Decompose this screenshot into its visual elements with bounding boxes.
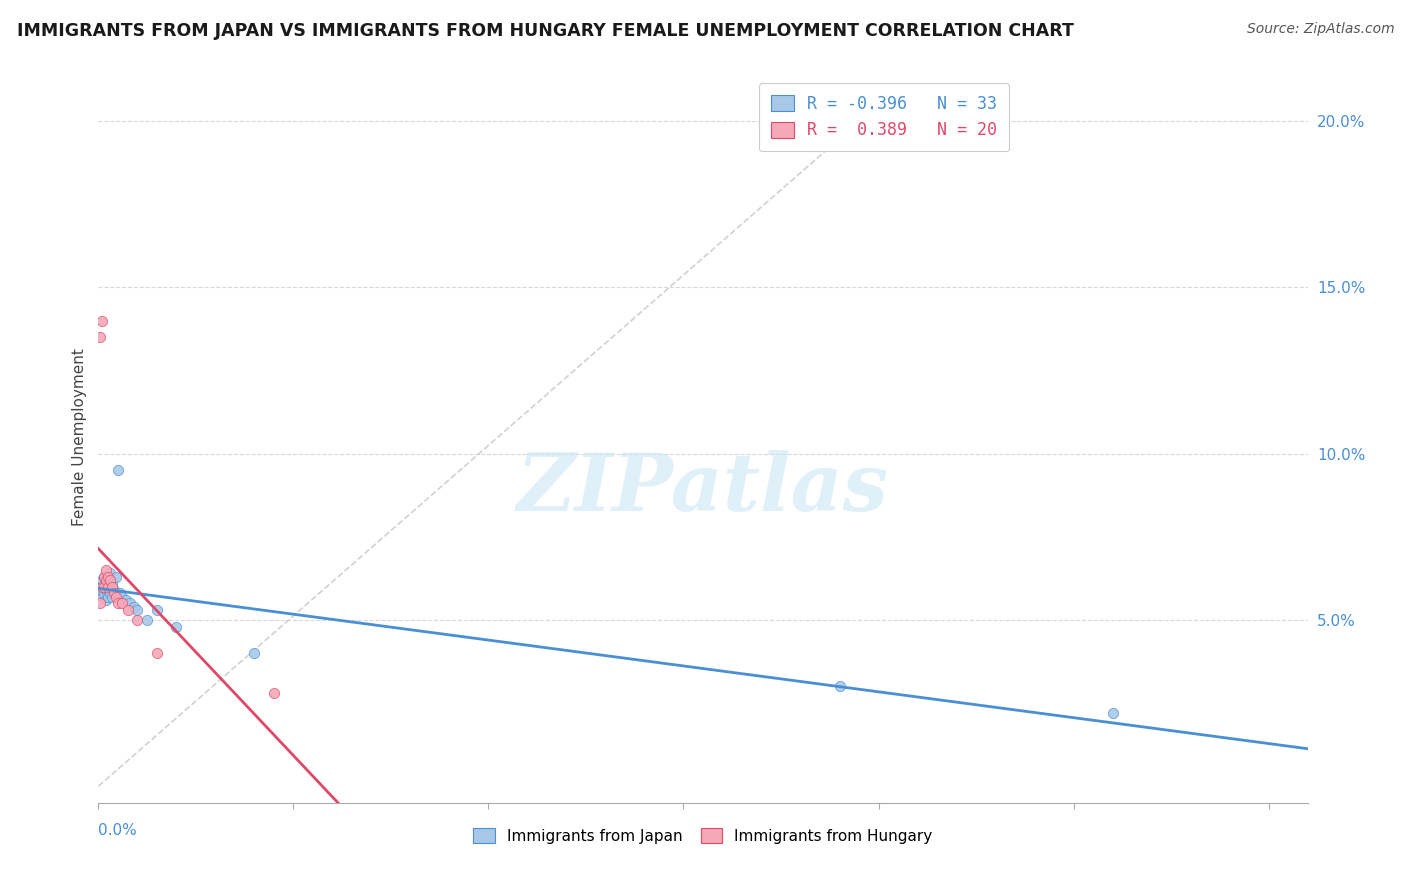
Point [89, 580, 111, 594]
Point [91, 590, 114, 604]
Point [127, 603, 149, 617]
Text: ZIPatlas: ZIPatlas [517, 450, 889, 527]
Point [111, 590, 134, 604]
Point [98, 566, 121, 581]
Point [93, 570, 115, 584]
Point [89, 330, 111, 344]
Point [165, 619, 187, 633]
Point [97, 573, 120, 587]
Point [89, 586, 111, 600]
Point [96, 576, 118, 591]
Point [1101, 706, 1123, 720]
Point [114, 593, 136, 607]
Text: 0.0%: 0.0% [98, 823, 138, 838]
Point [103, 582, 125, 597]
Point [93, 580, 115, 594]
Point [96, 593, 118, 607]
Text: IMMIGRANTS FROM JAPAN VS IMMIGRANTS FROM HUNGARY FEMALE UNEMPLOYMENT CORRELATION: IMMIGRANTS FROM JAPAN VS IMMIGRANTS FROM… [17, 22, 1074, 40]
Point [108, 586, 131, 600]
Point [97, 580, 120, 594]
Point [117, 603, 139, 617]
Point [104, 590, 127, 604]
Point [146, 646, 169, 660]
Y-axis label: Female Unemployment: Female Unemployment [72, 348, 87, 526]
Point [101, 590, 124, 604]
Point [103, 586, 125, 600]
Point [96, 573, 118, 587]
Point [101, 580, 124, 594]
Point [91, 314, 114, 328]
Point [263, 686, 285, 700]
Point [98, 580, 121, 594]
Point [93, 570, 115, 584]
Point [97, 590, 120, 604]
Point [104, 570, 127, 584]
Point [91, 580, 114, 594]
Point [96, 582, 118, 597]
Point [127, 613, 149, 627]
Point [93, 586, 115, 600]
Point [97, 582, 120, 597]
Point [98, 573, 121, 587]
Point [97, 570, 120, 584]
Point [111, 596, 134, 610]
Point [93, 580, 115, 594]
Point [122, 599, 145, 614]
Point [91, 573, 114, 587]
Point [107, 463, 129, 477]
Point [136, 613, 159, 627]
Point [89, 596, 111, 610]
Point [828, 680, 851, 694]
Point [101, 576, 124, 591]
Point [98, 586, 121, 600]
Point [243, 646, 266, 660]
Point [146, 603, 169, 617]
Text: Source: ZipAtlas.com: Source: ZipAtlas.com [1247, 22, 1395, 37]
Point [107, 596, 129, 610]
Point [118, 596, 141, 610]
Point [96, 563, 118, 577]
Legend: Immigrants from Japan, Immigrants from Hungary: Immigrants from Japan, Immigrants from H… [467, 822, 939, 850]
